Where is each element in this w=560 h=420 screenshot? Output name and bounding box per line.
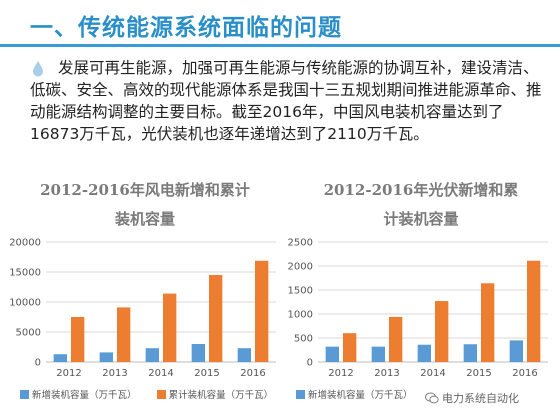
pv-chart-title-line2: 计装机容量 [383, 210, 459, 228]
wind-y-tick-label: 15000 [9, 268, 41, 279]
pv-cumulative-bar [343, 333, 357, 362]
wind-x-tick-label: 2013 [102, 368, 127, 379]
pv-x-tick-label: 2016 [512, 368, 537, 379]
wind-cumulative-bar [209, 275, 223, 362]
wind-new-bar [145, 348, 159, 362]
pv-cumulative-bar [389, 316, 403, 362]
wind-chart-title-line2: 装机容量 [114, 210, 175, 228]
pv-cumulative-bar [481, 283, 495, 362]
wind-cumulative-bar [71, 317, 85, 362]
pv-chart-title-line1: 2012-2016年光伏新增和累 [323, 181, 519, 199]
pv-cumulative-bar [435, 301, 449, 362]
pv-new-bar [509, 340, 523, 362]
chat-bubble-icon [425, 392, 439, 404]
wind-y-tick-label: 10000 [9, 298, 41, 309]
wind-new-bar [191, 344, 205, 362]
pv-legend: 新增装机容量（万千瓦） [296, 387, 413, 401]
pv-y-tick-label: 1000 [288, 310, 313, 321]
pv-x-tick-label: 2013 [374, 368, 399, 379]
wind-legend: 新增装机容量（万千瓦） 累计装机容量（万千瓦） [20, 387, 273, 401]
pv-y-tick-label: 0 [307, 358, 313, 369]
wind-x-tick-label: 2014 [148, 368, 173, 379]
wind-cumulative-bar [163, 293, 177, 362]
wind-new-bar [237, 348, 251, 362]
pv-new-bar [371, 346, 385, 362]
pv-y-tick-label: 1500 [288, 286, 313, 297]
wind-cumulative-bar [255, 260, 269, 362]
wind-chart-title-line1: 2012-2016年风电新增和累计 [40, 181, 250, 199]
wind-x-tick-label: 2016 [240, 368, 265, 379]
title-underline [0, 44, 560, 47]
pv-x-tick-label: 2014 [420, 368, 445, 379]
wind-new-bar [99, 352, 113, 362]
body-paragraph: 发展可再生能源，加强可再生能源与传统能源的协调互补，建设清洁、低碳、安全、高效的… [30, 59, 542, 143]
wind-y-tick-label: 20000 [9, 238, 41, 249]
wind-cumulative-bar [117, 307, 131, 362]
legend-swatch-new [20, 390, 29, 399]
pv-new-bar [463, 344, 477, 362]
legend-swatch-cum [156, 390, 166, 399]
pv-legend-new: 新增装机容量（万千瓦） [308, 390, 413, 401]
pv-new-bar [325, 346, 339, 362]
pv-y-tick-label: 500 [294, 334, 313, 345]
wind-legend-cum: 累计装机容量（万千瓦） [168, 390, 274, 401]
title-bar: 一、传统能源系统面临的问题 [0, 0, 560, 47]
wind-x-tick-label: 2012 [56, 368, 81, 379]
pv-x-tick-label: 2012 [328, 368, 353, 379]
wind-x-tick-label: 2015 [194, 368, 219, 379]
pv-chart-title: 2012-2016年光伏新增和累 计装机容量 [290, 176, 552, 234]
pv-x-tick-label: 2015 [466, 368, 491, 379]
page-title: 一、传统能源系统面临的问题 [30, 15, 342, 41]
wind-y-tick-label: 0 [35, 358, 41, 369]
wind-legend-new: 新增装机容量（万千瓦） [32, 390, 137, 401]
legend-swatch-new [296, 390, 305, 399]
pv-y-tick-label: 2500 [288, 238, 313, 249]
pv-cumulative-bar [527, 260, 541, 362]
wind-chart-title: 2012-2016年风电新增和累计 装机容量 [10, 176, 280, 234]
pv-y-tick-label: 2000 [288, 262, 313, 273]
pv-new-bar [417, 344, 431, 362]
wind-y-tick-label: 5000 [16, 328, 41, 339]
watermark: 电力系统自动化 [425, 390, 519, 406]
watermark-text: 电力系统自动化 [442, 392, 519, 405]
wind-new-bar [53, 354, 67, 362]
bullet-icon [33, 61, 43, 77]
